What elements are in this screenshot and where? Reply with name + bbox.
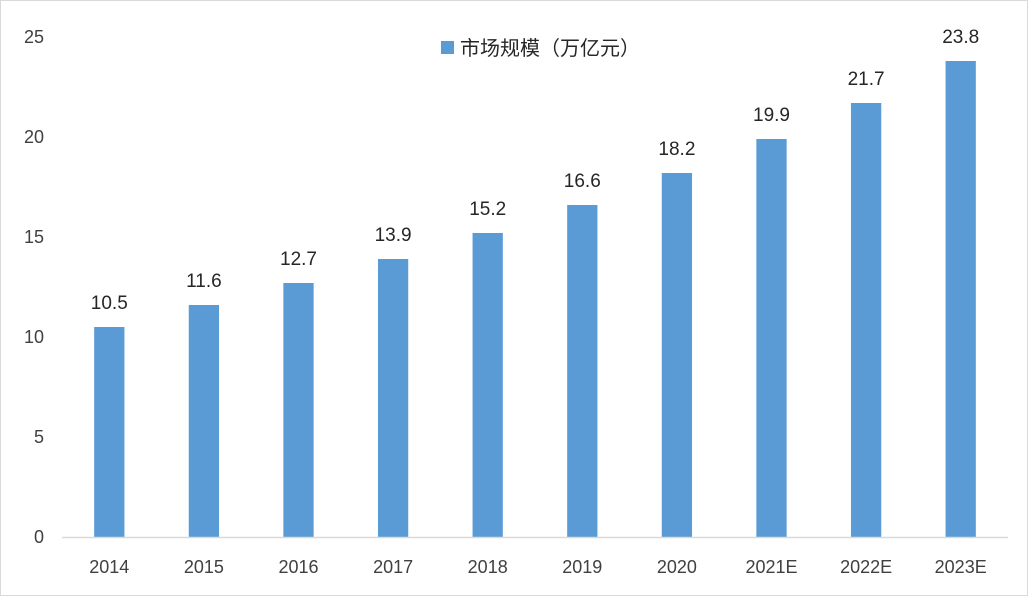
x-tick-label: 2019 <box>562 557 602 577</box>
data-label: 11.6 <box>186 271 222 292</box>
data-label: 13.9 <box>375 225 412 246</box>
legend: 市场规模（万亿元） <box>441 36 640 60</box>
bar <box>756 139 787 537</box>
data-label: 10.5 <box>91 293 128 314</box>
x-tick-label: 2018 <box>468 557 508 577</box>
bars-group <box>94 61 976 537</box>
bar <box>188 305 220 537</box>
bar <box>661 173 693 537</box>
x-tick-label: 2016 <box>278 557 318 577</box>
data-label: 19.9 <box>753 105 790 126</box>
data-label: 18.2 <box>658 139 695 160</box>
data-label: 16.6 <box>564 171 601 192</box>
bar <box>377 259 409 537</box>
y-tick-label: 0 <box>34 527 44 547</box>
x-axis: 2014 2015 2016 2017 2018 2019 2020 2021E 2022E 20… <box>89 557 986 577</box>
x-tick-label: 2023E <box>935 557 987 577</box>
bar <box>567 205 598 537</box>
y-tick-label: 25 <box>24 27 44 47</box>
bar <box>472 233 503 537</box>
x-tick-label: 2015 <box>184 557 224 577</box>
bar <box>94 327 125 537</box>
data-label: 23.8 <box>942 27 979 48</box>
x-tick-label: 2014 <box>89 557 129 577</box>
y-axis: 0 5 10 15 20 25 <box>24 27 44 547</box>
bar <box>945 61 976 537</box>
x-tick-label: 2021E <box>745 557 797 577</box>
x-tick-label: 2017 <box>373 557 413 577</box>
bar <box>283 283 314 537</box>
data-label: 15.2 <box>469 199 506 220</box>
legend-label: 市场规模（万亿元） <box>460 36 640 60</box>
x-tick-label: 2022E <box>840 557 892 577</box>
x-tick-label: 2020 <box>657 557 697 577</box>
legend-swatch <box>441 41 454 54</box>
y-tick-label: 20 <box>24 127 44 147</box>
bar <box>850 103 882 537</box>
y-tick-label: 15 <box>24 227 44 247</box>
y-tick-label: 10 <box>24 327 44 347</box>
y-tick-label: 5 <box>34 427 44 447</box>
data-labels-group: 10.5 11.6 12.7 13.9 15.2 16.6 18.2 19.9 21.7 23.8 <box>91 27 979 314</box>
data-label: 21.7 <box>848 69 885 90</box>
data-label: 12.7 <box>280 249 317 270</box>
